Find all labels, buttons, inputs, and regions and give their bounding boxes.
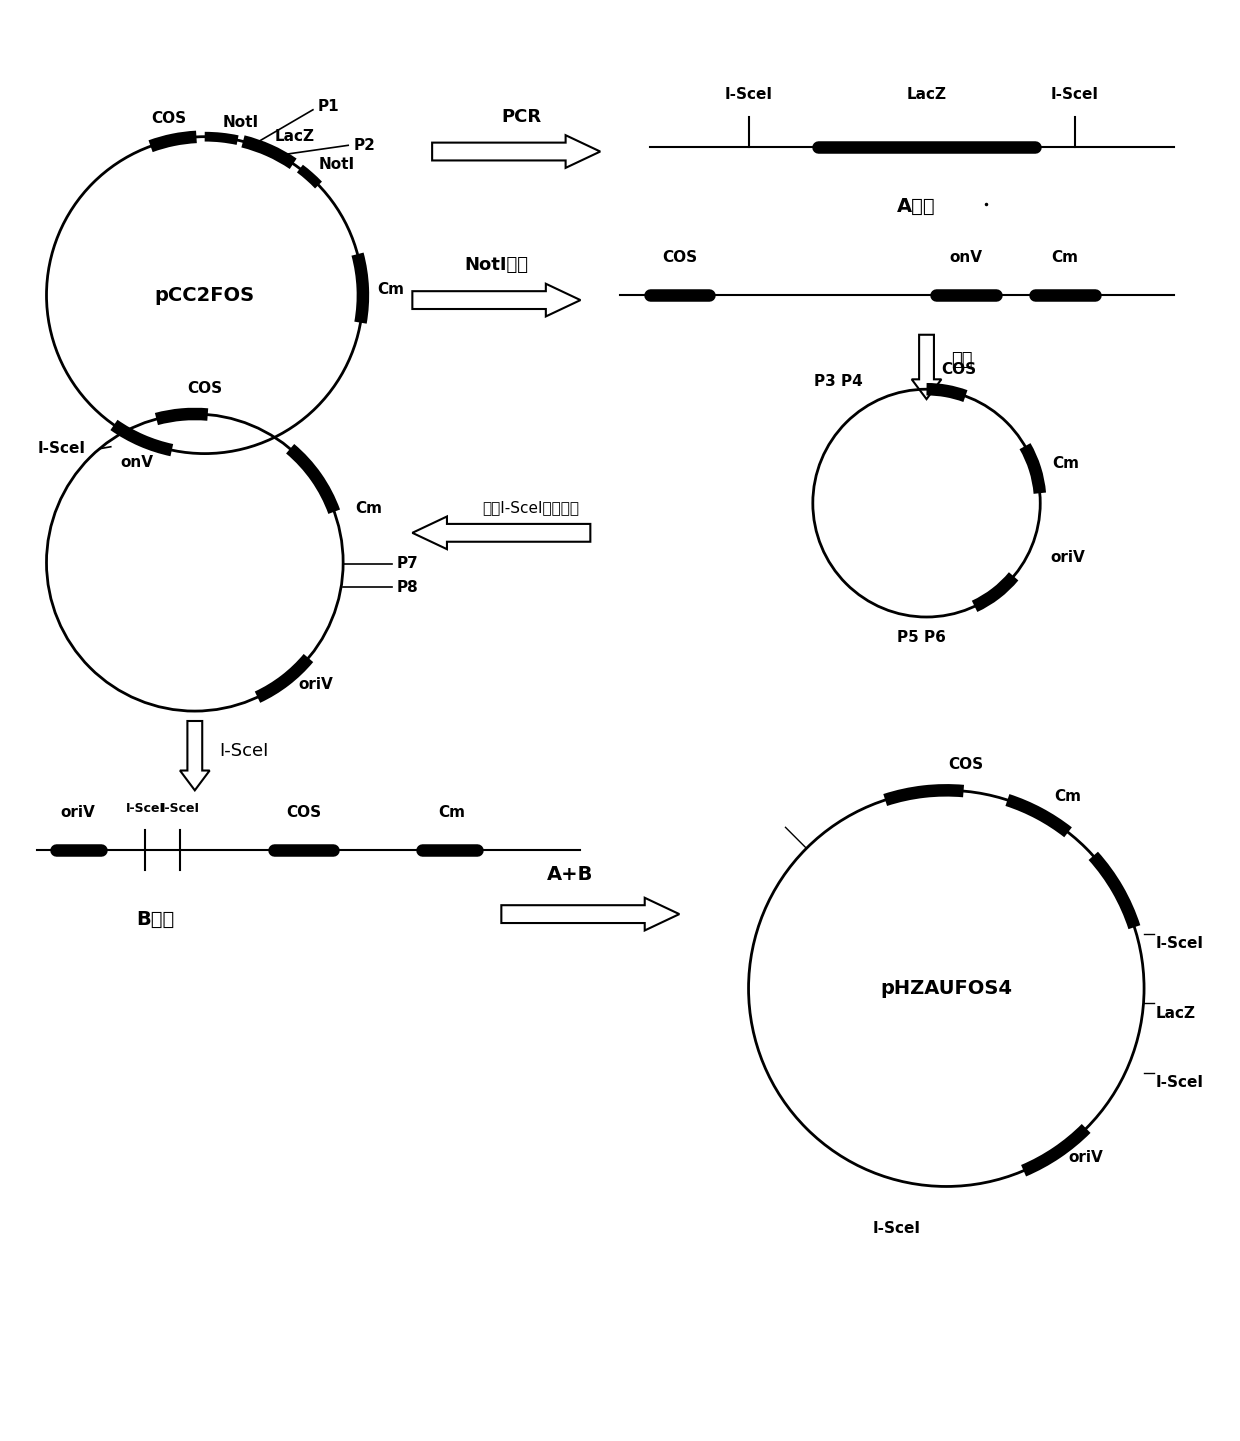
Text: COS: COS bbox=[151, 111, 186, 125]
Text: I-SceI: I-SceI bbox=[160, 803, 200, 816]
Text: P3 P4: P3 P4 bbox=[813, 373, 863, 389]
Text: I-SceI: I-SceI bbox=[873, 1221, 921, 1236]
Text: Cm: Cm bbox=[378, 281, 404, 297]
Text: onV: onV bbox=[120, 455, 154, 470]
Text: Cm: Cm bbox=[439, 806, 465, 820]
Text: B片段: B片段 bbox=[136, 909, 175, 928]
Text: pCC2FOS: pCC2FOS bbox=[155, 285, 254, 304]
Text: P1: P1 bbox=[317, 99, 340, 114]
Text: 自连: 自连 bbox=[951, 350, 972, 369]
Text: NotI: NotI bbox=[319, 157, 355, 171]
FancyArrow shape bbox=[501, 898, 680, 931]
Text: I-SceI: I-SceI bbox=[1156, 937, 1204, 951]
Text: COS: COS bbox=[941, 362, 976, 378]
Text: Cm: Cm bbox=[1052, 455, 1079, 471]
Text: LacZ: LacZ bbox=[275, 130, 315, 144]
Text: PCR: PCR bbox=[501, 108, 541, 125]
Text: I-SceI: I-SceI bbox=[126, 803, 165, 816]
Text: Cm: Cm bbox=[355, 500, 382, 516]
Text: A片段: A片段 bbox=[898, 196, 936, 216]
Text: I-SceI: I-SceI bbox=[1050, 86, 1099, 102]
Text: oriV: oriV bbox=[61, 806, 95, 820]
Text: Cm: Cm bbox=[1052, 251, 1079, 265]
Text: onV: onV bbox=[950, 251, 982, 265]
Text: P2: P2 bbox=[353, 138, 374, 153]
Text: Cm: Cm bbox=[1054, 788, 1081, 804]
Text: P7: P7 bbox=[397, 556, 419, 571]
FancyArrow shape bbox=[911, 334, 941, 399]
Text: I-SceI: I-SceI bbox=[1156, 1075, 1204, 1089]
Text: P8: P8 bbox=[397, 579, 419, 595]
Text: oriV: oriV bbox=[1050, 550, 1085, 565]
Text: COS: COS bbox=[286, 806, 321, 820]
Text: I-SceI: I-SceI bbox=[724, 86, 773, 102]
Text: COS: COS bbox=[662, 251, 697, 265]
Text: I-SceI: I-SceI bbox=[37, 441, 86, 457]
Text: COS: COS bbox=[187, 382, 222, 396]
Text: COS: COS bbox=[949, 758, 983, 772]
FancyArrow shape bbox=[413, 284, 580, 317]
FancyArrow shape bbox=[413, 516, 590, 549]
Text: A+B: A+B bbox=[547, 865, 594, 883]
Text: P5 P6: P5 P6 bbox=[898, 630, 946, 646]
Text: oriV: oriV bbox=[298, 677, 332, 692]
Text: LacZ: LacZ bbox=[906, 86, 946, 102]
Text: oriV: oriV bbox=[1069, 1150, 1104, 1166]
Text: NotI酶切: NotI酶切 bbox=[465, 256, 528, 274]
FancyArrow shape bbox=[432, 135, 600, 169]
Text: NotI: NotI bbox=[223, 115, 259, 130]
Text: LacZ: LacZ bbox=[1156, 1006, 1195, 1020]
FancyArrow shape bbox=[180, 720, 210, 790]
Text: pHZAUFOS4: pHZAUFOS4 bbox=[880, 978, 1012, 999]
Text: 引入I-SceI酶切位点: 引入I-SceI酶切位点 bbox=[482, 500, 579, 516]
Text: I-SceI: I-SceI bbox=[219, 742, 269, 759]
